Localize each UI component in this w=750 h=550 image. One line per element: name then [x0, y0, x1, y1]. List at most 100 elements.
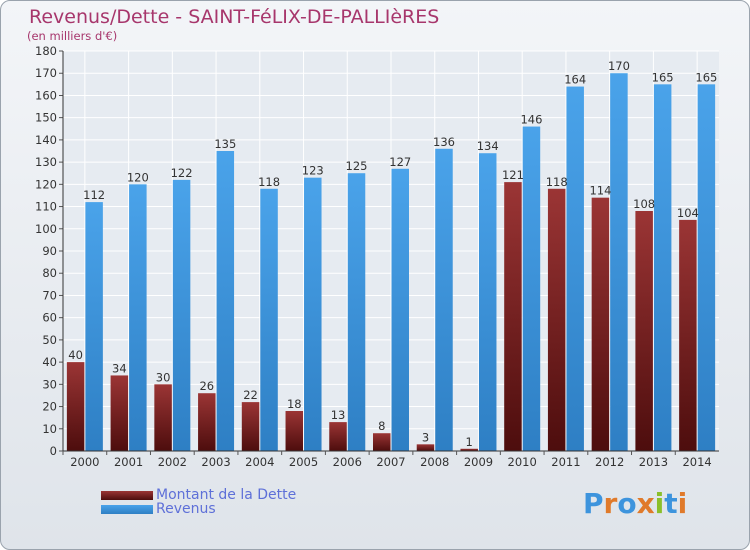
data-label-revenus: 165: [652, 70, 674, 84]
data-label-dette: 114: [589, 184, 611, 198]
x-tick-label: 2001: [114, 455, 143, 469]
bar-dette: [110, 375, 129, 451]
data-label-dette: 121: [502, 168, 524, 182]
data-label-revenus: 134: [477, 139, 499, 153]
bar-dette: [460, 448, 478, 451]
y-tick-label: 40: [42, 355, 57, 369]
x-tick-label: 2011: [551, 455, 580, 469]
bar-revenus: [172, 179, 191, 451]
bar-dette: [241, 402, 260, 451]
y-tick-label: 10: [42, 422, 57, 436]
data-label-revenus: 122: [171, 166, 193, 180]
data-label-revenus: 127: [389, 155, 411, 169]
y-tick-label: 60: [42, 311, 57, 325]
chart-title: Revenus/Dette - SAINT-FéLIX-DE-PALLIèRES: [29, 6, 440, 28]
bar-revenus: [304, 177, 322, 451]
logo-letter: i: [677, 487, 688, 520]
x-tick-label: 2005: [289, 455, 318, 469]
data-label-revenus: 120: [127, 170, 149, 184]
x-tick-label: 2013: [639, 455, 668, 469]
data-label-revenus: 146: [520, 113, 542, 127]
x-tick-label: 2000: [70, 455, 99, 469]
bar-revenus: [610, 73, 628, 451]
legend-label-revenus: Revenus: [156, 501, 216, 517]
bar-dette: [547, 188, 566, 451]
x-tick-label: 2003: [201, 455, 230, 469]
y-tick-label: 50: [42, 333, 57, 347]
logo-letter: t: [664, 487, 678, 520]
logo-letter: o: [617, 487, 637, 520]
data-label-revenus: 118: [258, 175, 280, 189]
bar-dette: [66, 362, 85, 451]
bar-dette: [635, 211, 653, 451]
x-tick-label: 2002: [158, 455, 187, 469]
bar-revenus: [129, 184, 147, 452]
data-label-dette: 30: [156, 370, 171, 384]
data-label-revenus: 112: [83, 188, 105, 202]
bar-revenus: [435, 148, 453, 451]
bar-dette: [154, 384, 172, 451]
x-tick-label: 2006: [333, 455, 362, 469]
proxiti-logo: Proxiti: [583, 487, 687, 520]
y-tick-label: 70: [42, 288, 57, 302]
y-tick-label: 0: [50, 444, 57, 458]
legend-item-revenus: Revenus: [101, 501, 401, 519]
bar-dette: [329, 422, 347, 451]
legend-swatch-revenus: [101, 505, 153, 514]
legend-item-dette: Montant de la Dette: [101, 487, 401, 505]
bar-revenus: [697, 84, 716, 451]
bar-revenus: [216, 151, 235, 451]
data-label-dette: 18: [287, 397, 302, 411]
bar-dette: [504, 182, 522, 451]
data-labels-layer: 40 34 30 26 22 18 13 8 3 1 121 118 114 108 104 112 120 12…: [68, 59, 717, 449]
bar-dette: [591, 197, 610, 451]
bar-dette: [679, 219, 697, 451]
bar-dette: [285, 411, 304, 451]
logo-letter: P: [583, 487, 604, 520]
grid-layer: [63, 50, 719, 452]
bars-layer: [66, 73, 716, 452]
x-tick-label: 2009: [464, 455, 493, 469]
y-tick-label: 110: [35, 200, 57, 214]
x-tick-label: 2014: [682, 455, 711, 469]
data-label-dette: 34: [112, 361, 127, 375]
data-label-dette: 22: [243, 388, 258, 402]
data-label-dette: 40: [68, 348, 83, 362]
data-label-revenus: 136: [433, 135, 455, 149]
y-tick-label: 30: [42, 377, 57, 391]
data-label-dette: 8: [378, 419, 385, 433]
y-tick-label: 160: [35, 88, 57, 102]
y-tick-label: 120: [35, 177, 57, 191]
data-label-dette: 104: [677, 206, 699, 220]
bar-revenus: [347, 173, 366, 451]
data-label-dette: 26: [199, 379, 214, 393]
data-label-revenus: 123: [302, 164, 324, 178]
data-label-revenus: 170: [608, 59, 630, 73]
y-tick-label: 80: [42, 266, 57, 280]
bar-revenus: [260, 188, 278, 451]
legend-label-dette: Montant de la Dette: [156, 487, 297, 503]
bar-revenus: [85, 202, 103, 451]
data-label-dette: 108: [633, 197, 655, 211]
data-label-dette: 118: [546, 175, 568, 189]
legend-swatch-dette: [101, 491, 153, 500]
y-tick-label: 130: [35, 155, 57, 169]
logo-letter: i: [654, 487, 665, 520]
y-tick-label: 140: [35, 133, 57, 147]
data-label-revenus: 125: [346, 159, 368, 173]
logo-letter: r: [603, 487, 618, 520]
x-tick-label: 2008: [420, 455, 449, 469]
bar-revenus: [522, 126, 541, 452]
data-label-dette: 13: [331, 408, 346, 422]
y-tick-label: 90: [42, 244, 57, 258]
bar-revenus: [478, 153, 497, 451]
bar-revenus: [391, 168, 409, 451]
x-tick-label: 2004: [245, 455, 274, 469]
bar-dette: [416, 444, 435, 451]
bar-dette: [373, 433, 391, 451]
logo-letter: x: [636, 487, 655, 520]
axis-layer: 0102030405060708090100110120130140150160…: [35, 44, 719, 469]
x-tick-label: 2007: [376, 455, 405, 469]
